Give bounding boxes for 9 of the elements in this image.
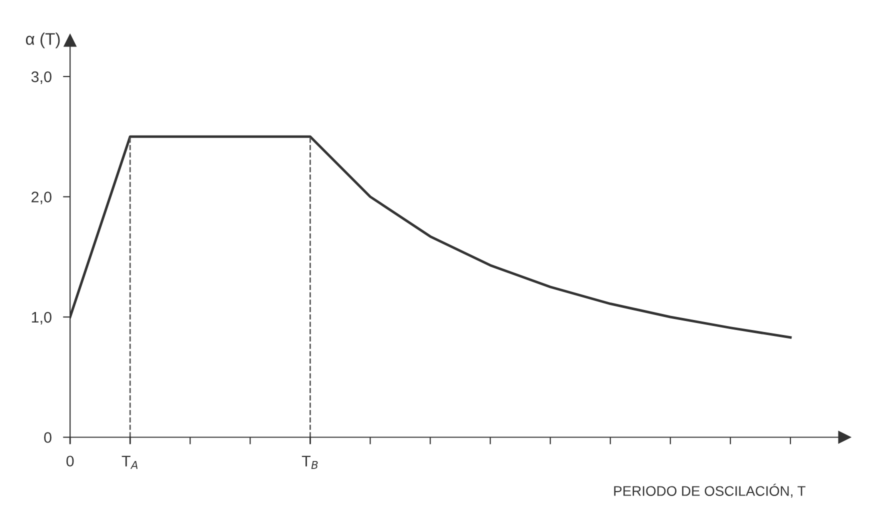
y-tick-label: 2,0 [32, 192, 52, 204]
y-tick-label: 0 [44, 432, 52, 443]
x-tick-label: T$_{A}$ [122, 456, 138, 469]
x-axis-title: PERIODO DE OSCILACIÓN, T [614, 484, 806, 498]
y-tick-label: 3,0 [31, 71, 52, 84]
x-tick-label: 0 [66, 456, 74, 467]
y-axis-title: α (T) [26, 32, 60, 48]
y-tick-label: 1,0 [32, 312, 52, 324]
x-tick-label: T$_{B}$ [302, 456, 318, 469]
